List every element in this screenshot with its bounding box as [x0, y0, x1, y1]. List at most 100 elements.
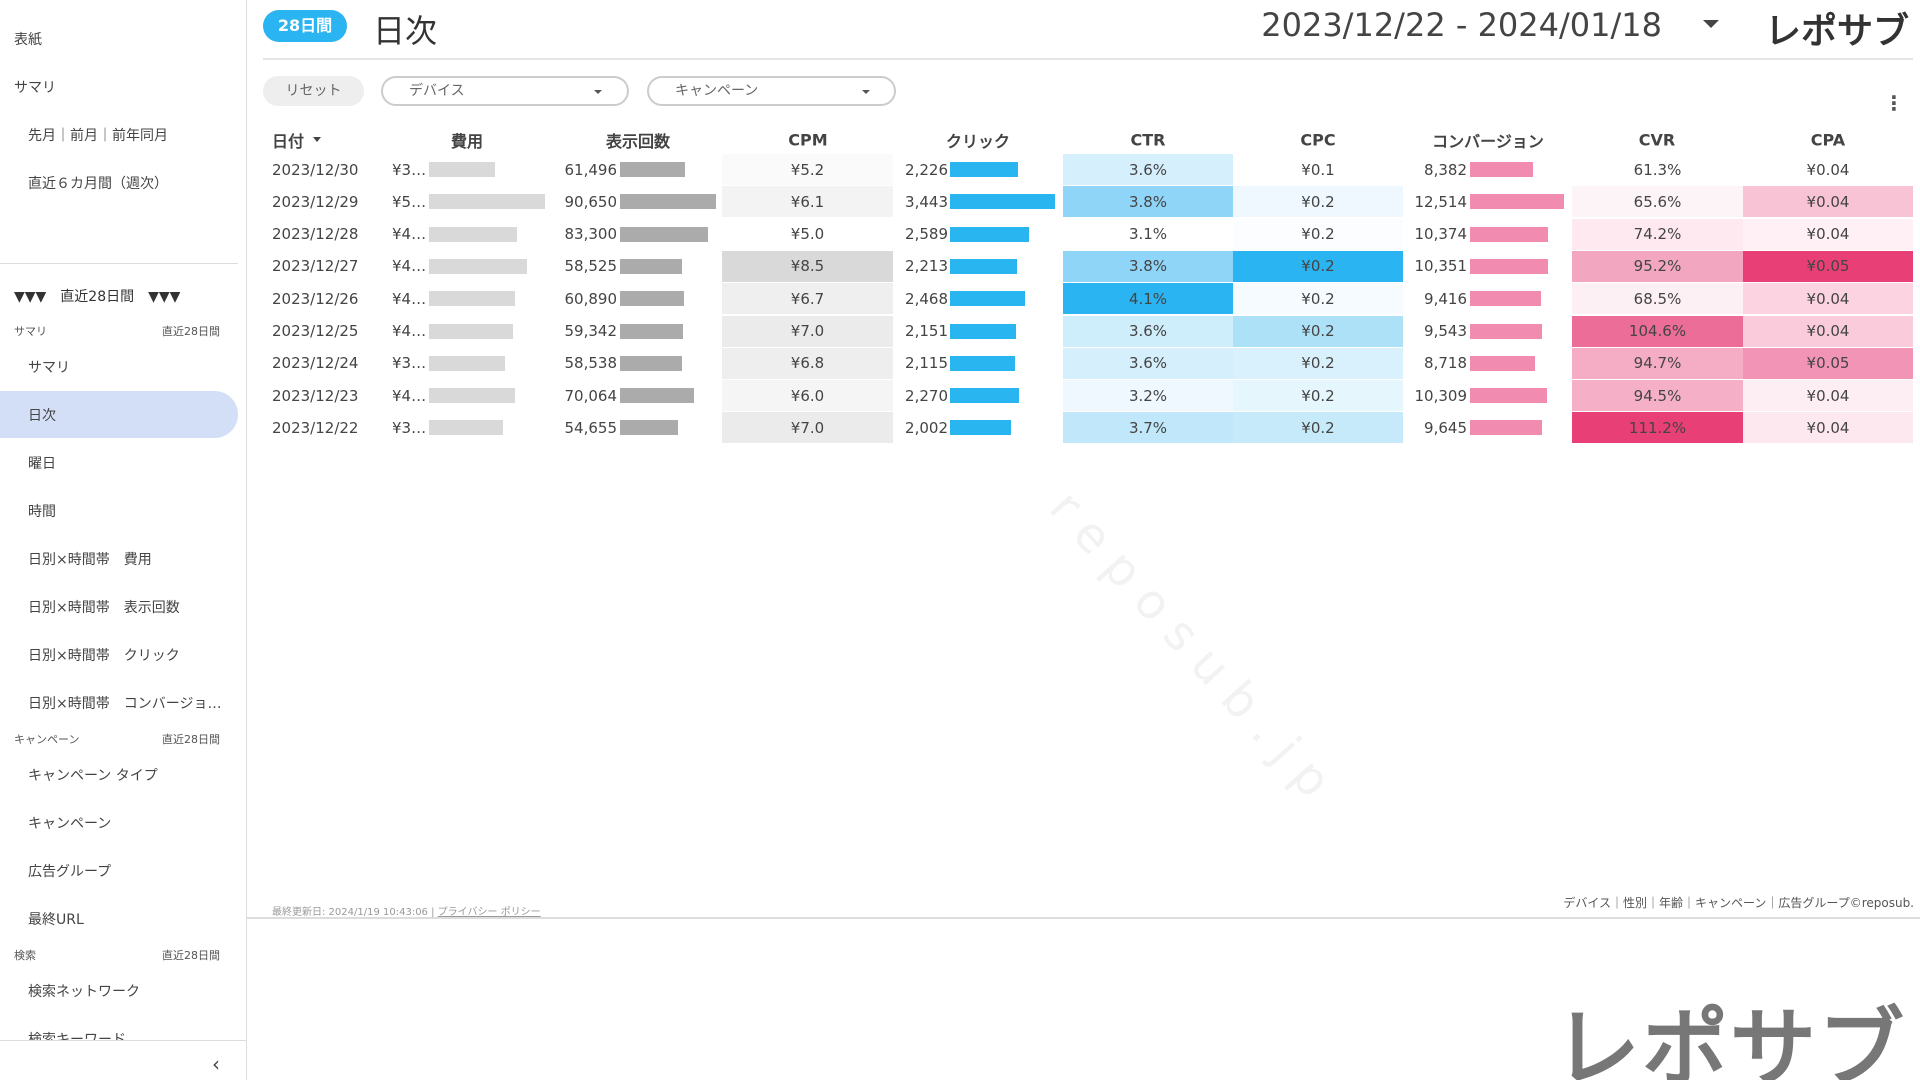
cell-value: 83,300: [564, 225, 618, 244]
cell-bar: [429, 258, 527, 274]
more-menu[interactable]: ⋮: [1884, 91, 1904, 115]
nav-item[interactable]: 日別×時間帯 コンバージョ…: [28, 696, 222, 712]
heat-cell: [1743, 347, 1913, 379]
cell-value: ¥4…: [392, 386, 427, 405]
cell-value: 9,416: [1424, 289, 1467, 308]
nav-item[interactable]: キャンペーン: [28, 816, 112, 832]
cell-value: ¥0.04: [1806, 160, 1850, 179]
cell-bar: [620, 226, 709, 242]
cell-value: 4.1%: [1128, 289, 1168, 308]
cell-bar: [950, 226, 1029, 242]
cell-bar: [429, 194, 545, 210]
heat-cell: [1743, 186, 1913, 218]
heat-cell: [1743, 380, 1913, 412]
column-header[interactable]: コンバージョン: [1432, 132, 1544, 151]
privacy-link[interactable]: プライバシー ポリシー: [437, 907, 541, 918]
cell-bar: [429, 355, 505, 371]
heat-cell: [722, 186, 893, 218]
date-dropdown-arrow[interactable]: [1703, 20, 1719, 28]
cell-value: 95.2%: [1633, 257, 1682, 276]
nav-item[interactable]: キャンペーン タイプ: [28, 768, 158, 784]
date-cell: 2023/12/26: [272, 289, 359, 308]
column-header[interactable]: CPM: [788, 130, 828, 150]
cell-bar: [620, 162, 686, 177]
cell-value: ¥7.0: [790, 322, 825, 340]
cell-value: ¥0.2: [1301, 257, 1335, 276]
cell-value: 10,351: [1414, 257, 1468, 276]
nav-item[interactable]: 曜日: [28, 456, 56, 472]
heat-cell: [1572, 380, 1743, 412]
column-header[interactable]: 費用: [450, 132, 484, 151]
cell-value: 9,645: [1424, 418, 1467, 437]
collapse-button[interactable]: ‹: [212, 1052, 220, 1076]
nav-item[interactable]: サマリ: [14, 80, 56, 96]
cell-value: ¥0.05: [1806, 257, 1850, 276]
nav-item[interactable]: 広告グループ: [28, 864, 112, 880]
column-header[interactable]: 日付: [272, 132, 305, 151]
reset-button[interactable]: リセット: [263, 76, 364, 106]
heat-cell: [1233, 315, 1403, 347]
cell-bar: [429, 420, 503, 436]
cell-value: ¥0.2: [1301, 354, 1335, 373]
cell-value: 68.5%: [1633, 289, 1682, 308]
nav-item[interactable]: 日別×時間帯 費用: [28, 552, 152, 568]
date-range[interactable]: 2023/12/22 - 2024/01/18: [1261, 6, 1662, 44]
heat-cell: [1743, 218, 1913, 250]
nav-item[interactable]: 日次: [28, 408, 56, 424]
heat-cell: [1743, 154, 1913, 185]
campaign-filter[interactable]: キャンペーン: [647, 76, 896, 106]
period-banner: ▼▼▼ 直近28日間 ▼▼▼: [14, 289, 181, 305]
device-filter[interactable]: デバイス: [381, 76, 629, 106]
cell-value: 70,064: [564, 386, 618, 405]
nav-item[interactable]: 時間: [28, 504, 56, 520]
dropdown-arrow: [862, 90, 870, 94]
heat-cell: [722, 347, 893, 379]
nav-item[interactable]: 表紙: [14, 32, 42, 48]
cell-value: 3.1%: [1128, 225, 1168, 244]
column-header[interactable]: CPC: [1300, 130, 1336, 150]
column-header[interactable]: 表示回数: [605, 132, 671, 151]
cell-value: ¥8.5: [790, 257, 825, 276]
cell-value: 10,374: [1414, 225, 1468, 244]
updated-text: 最終更新日: 2024/1/19 10:43:06: [272, 907, 428, 918]
cell-value: ¥3…: [392, 354, 427, 373]
nav-item[interactable]: 日別×時間帯 表示回数: [28, 600, 180, 616]
cell-value: 3.6%: [1128, 322, 1168, 340]
column-header[interactable]: CTR: [1130, 130, 1166, 150]
nav-item[interactable]: 先月｜前月｜前年同月: [28, 128, 168, 144]
column-header[interactable]: クリック: [945, 132, 1011, 151]
cell-bar: [1470, 323, 1542, 339]
cell-value: 94.5%: [1633, 386, 1682, 405]
cell-value: 2,151: [905, 322, 948, 340]
cell-value: ¥0.05: [1806, 354, 1850, 373]
cell-bar: [950, 388, 1020, 404]
cell-bar: [429, 323, 513, 339]
nav-item[interactable]: 検索ネットワーク: [28, 984, 140, 1000]
cell-value: ¥6.7: [790, 289, 825, 308]
cell-value: 3.2%: [1128, 386, 1168, 405]
logo: レポサブ: [1765, 11, 1910, 52]
nav-item[interactable]: 最終URL: [28, 912, 84, 928]
cell-bar: [950, 355, 1015, 371]
cell-value: 3.6%: [1128, 354, 1168, 373]
column-header[interactable]: CPA: [1810, 130, 1846, 150]
nav-item[interactable]: 日別×時間帯 クリック: [28, 648, 180, 664]
heat-cell: [1063, 283, 1233, 315]
column-header[interactable]: CVR: [1638, 130, 1676, 150]
cell-bar: [429, 291, 515, 307]
nav-item[interactable]: 直近６カ月間（週次）: [28, 176, 168, 192]
heat-cell: [1063, 347, 1233, 379]
nav-item[interactable]: サマリ: [28, 360, 70, 376]
cell-value: ¥0.04: [1806, 192, 1850, 211]
cell-bar: [1470, 226, 1548, 242]
section-title: 検索: [14, 949, 36, 962]
heat-cell: [1743, 250, 1913, 282]
cell-value: 111.2%: [1628, 418, 1687, 437]
cell-value: ¥0.04: [1806, 386, 1850, 405]
cell-bar: [620, 388, 695, 404]
heat-cell: [1233, 412, 1403, 444]
cell-value: 8,382: [1424, 160, 1467, 179]
footer-links[interactable]: デバイス｜性別｜年齢｜キャンペーン｜広告グループ©reposub.: [1563, 896, 1914, 910]
sidebar: 表紙 サマリ 先月｜前月｜前年同月 直近６カ月間（週次） ▼▼▼ 直近28日間 ▼▼▼ サ…: [0, 0, 247, 1080]
cell-value: 3.6%: [1128, 160, 1168, 179]
